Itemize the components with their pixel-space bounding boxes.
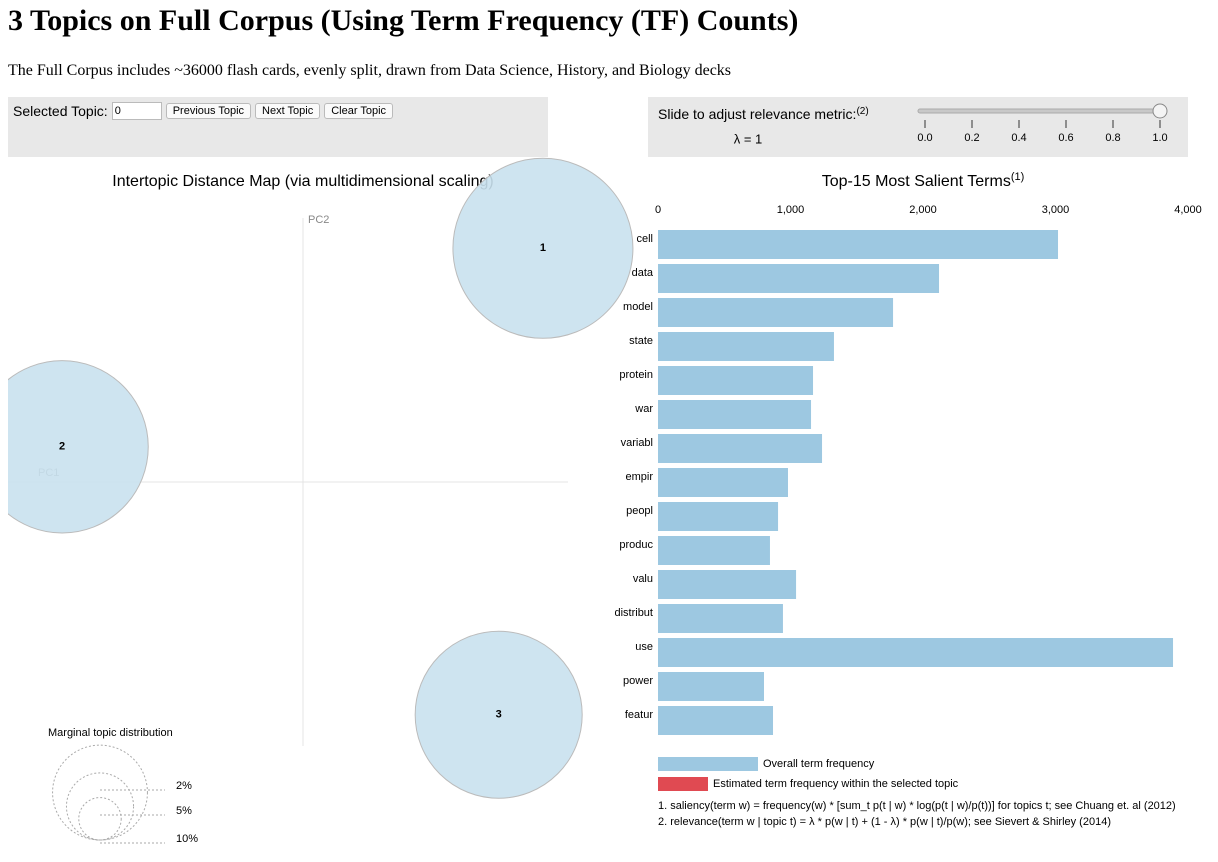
footnote: 2. relevance(term w | topic t) = λ * p(w…	[658, 816, 1111, 828]
bar	[658, 264, 940, 293]
next-button[interactable]: Next Topic	[255, 103, 321, 119]
term-label: data	[632, 267, 654, 279]
slider-track	[917, 108, 1167, 114]
slider-tick-label: 1.0	[1152, 132, 1167, 144]
slider-panel	[648, 97, 1188, 157]
bar	[658, 434, 823, 463]
page-subtitle: The Full Corpus includes ~36000 flash ca…	[8, 62, 732, 79]
term-label: produc	[619, 539, 653, 551]
page-title: 3 Topics on Full Corpus (Using Term Freq…	[8, 4, 799, 37]
x-tick-label: 2,000	[909, 204, 937, 216]
marginal-circle	[78, 797, 122, 841]
term-label: featur	[625, 709, 653, 721]
slider-note: (2)	[856, 106, 868, 117]
term-label: cell	[636, 233, 653, 245]
slider-tick-label: 0.2	[964, 132, 979, 144]
slider-tick-label: 0.4	[1011, 132, 1026, 144]
map-title: Intertopic Distance Map (via multidimens…	[112, 173, 494, 190]
bar	[658, 672, 764, 701]
bar	[658, 366, 814, 395]
term-label: peopl	[626, 505, 653, 517]
x-tick-label: 4,000	[1174, 204, 1202, 216]
slider-thumb[interactable]	[1152, 103, 1168, 119]
legend-swatch	[658, 777, 708, 791]
marginal-label: 2%	[176, 780, 192, 792]
topic-label: 2	[59, 441, 65, 453]
bar	[658, 536, 770, 565]
term-label: war	[634, 403, 653, 415]
term-label: empir	[625, 471, 653, 483]
pc2-label: PC2	[308, 214, 329, 226]
topic-panel: Selected Topic: Previous Topic Next Topi…	[8, 97, 548, 157]
term-label: distribut	[614, 607, 653, 619]
topic-input[interactable]	[111, 102, 162, 120]
topic-controls: Selected Topic: Previous Topic Next Topi…	[13, 102, 394, 120]
term-label: model	[623, 301, 653, 313]
x-tick-label: 3,000	[1042, 204, 1070, 216]
topic-label: Selected Topic:	[13, 103, 108, 119]
term-label: state	[629, 335, 653, 347]
marginal-title: Marginal topic distribution	[48, 727, 173, 739]
footnote: 1. saliency(term w) = frequency(w) * [su…	[658, 800, 1176, 812]
bar	[658, 400, 812, 429]
topic-label: 1	[540, 242, 546, 254]
term-label: variabl	[621, 437, 653, 449]
bar	[658, 638, 1174, 667]
slider-tick-label: 0.0	[917, 132, 932, 144]
term-label: use	[635, 641, 653, 653]
slider-tick-label: 0.6	[1058, 132, 1073, 144]
x-tick-label: 0	[655, 204, 661, 216]
bar	[658, 570, 797, 599]
legend-label: Overall term frequency	[763, 758, 875, 770]
legend-label: Estimated term frequency within the sele…	[713, 778, 959, 790]
prev-button[interactable]: Previous Topic	[165, 103, 252, 119]
term-label: valu	[633, 573, 653, 585]
term-label: power	[623, 675, 653, 687]
clear-button[interactable]: Clear Topic	[324, 103, 394, 119]
topic-layer	[0, 157, 634, 799]
slider-label: Slide to adjust relevance metric:(2)	[658, 106, 869, 122]
bar	[658, 706, 774, 735]
bar	[658, 298, 894, 327]
marginal-label: 10%	[176, 833, 198, 845]
slider-tick-label: 0.8	[1105, 132, 1120, 144]
topic-circle[interactable]	[0, 360, 149, 534]
lambda-label: λ = 1	[734, 131, 763, 146]
marginal-circle	[52, 744, 148, 841]
topic-circle[interactable]	[414, 630, 583, 799]
bar	[658, 468, 788, 497]
chart-title-text: Top-15 Most Salient Terms	[822, 173, 1011, 190]
chart-title: Top-15 Most Salient Terms(1)	[822, 171, 1025, 190]
legend-swatch	[658, 757, 758, 771]
marginal-circle	[65, 772, 135, 841]
bar	[658, 502, 779, 531]
topic-circle[interactable]	[452, 157, 634, 339]
slider-label-text: Slide to adjust relevance metric:	[658, 106, 856, 122]
chart-title-note: (1)	[1011, 171, 1024, 183]
bar	[658, 332, 834, 361]
marginal-label: 5%	[176, 805, 192, 817]
bar	[658, 604, 783, 633]
term-label: protein	[619, 369, 653, 381]
x-tick-label: 1,000	[777, 204, 805, 216]
bar	[658, 230, 1059, 259]
topic-label: 3	[496, 709, 502, 721]
